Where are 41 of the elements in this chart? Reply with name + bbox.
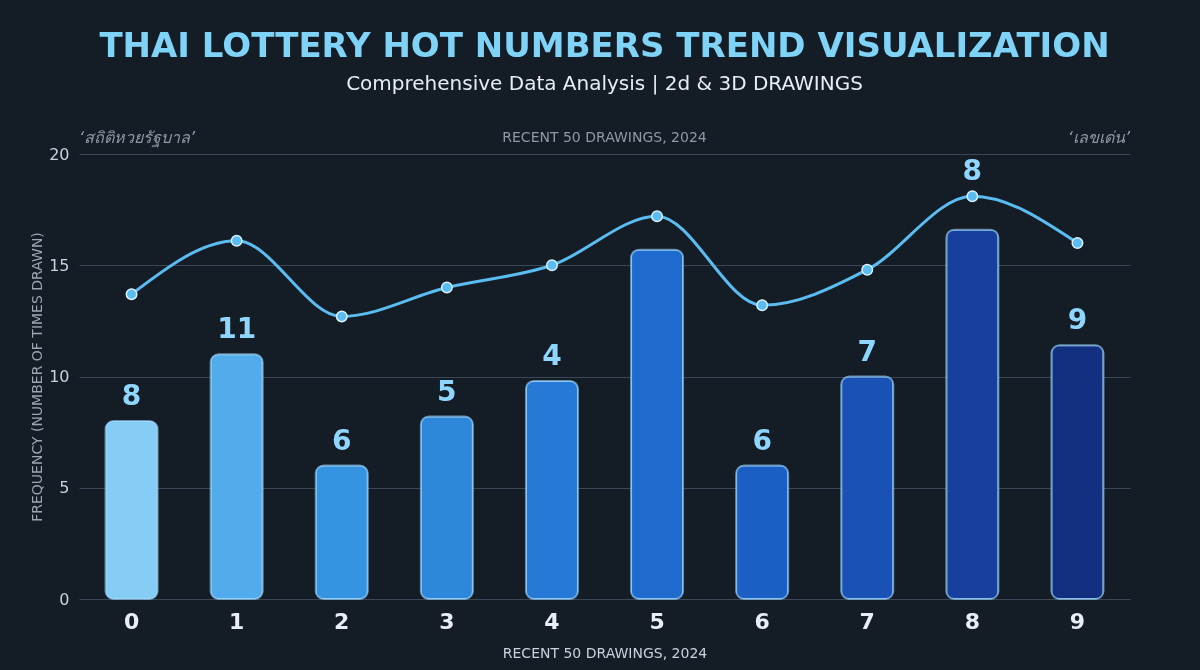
point [230, 234, 243, 247]
annotation: 11 [217, 312, 257, 346]
x-tick-label: 8 [964, 608, 981, 634]
y-tick-label: 20 [49, 144, 70, 164]
point [545, 259, 558, 272]
y-tick-label: 0 [59, 589, 70, 609]
x-tick-label: 4 [544, 608, 560, 634]
point [335, 310, 348, 323]
annotation: 7 [857, 334, 877, 368]
x-axis-title: RECENT 50 DRAWINGS, 2024 [502, 644, 708, 661]
x-tick-label: 9 [1069, 608, 1086, 634]
x-tick-label: 7 [859, 608, 875, 634]
x-tick-label: 3 [439, 608, 455, 634]
chart-subtitle: Comprehensive Data Analysis | 2d & 3D DRAWINGS [346, 71, 863, 95]
point [651, 210, 664, 223]
annotation: 5 [437, 374, 457, 408]
x-tick-label: 0 [123, 608, 140, 634]
point [756, 299, 769, 312]
point [861, 263, 874, 276]
point [440, 281, 453, 294]
x-tick-label: 2 [334, 608, 350, 634]
y-tick-label: 10 [49, 367, 70, 386]
text: ‘สถิติหวยรัฐบาล’ [79, 128, 197, 148]
annotation: 8 [962, 154, 983, 188]
text: RECENT 50 DRAWINGS, 2024 [502, 129, 707, 145]
x-tick-label: 5 [649, 608, 665, 634]
text: ‘เลขเด่น’ [1067, 128, 1131, 147]
annotation: 9 [1067, 303, 1088, 337]
point [966, 190, 979, 203]
annotation: 6 [332, 423, 352, 457]
x-tick-label: 1 [228, 608, 245, 634]
annotation: 8 [121, 379, 142, 412]
annotation: 6 [752, 423, 772, 457]
annotation: 4 [542, 338, 562, 372]
point [125, 288, 138, 301]
y-tick-label: 15 [49, 255, 70, 275]
point [1071, 237, 1084, 249]
x-tick-label: 6 [754, 608, 770, 634]
y-tick-label: 5 [59, 478, 70, 498]
chart-title: THAI LOTTERY HOT NUMBERS TREND VISUALIZATION [99, 25, 1110, 65]
y-axis-title: FREQUENCY (NUMBER OF TIMES DRAWN) [29, 232, 46, 522]
